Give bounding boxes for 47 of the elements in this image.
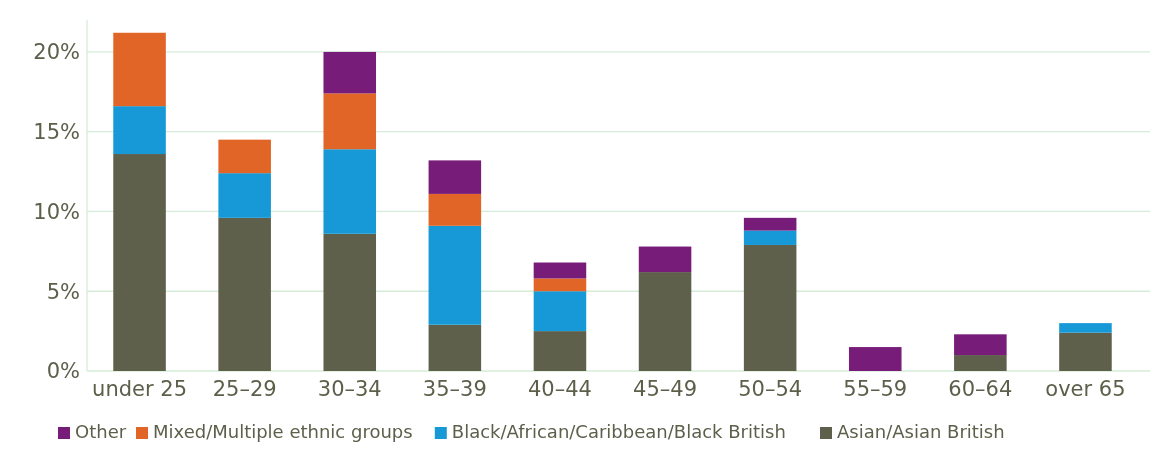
- bar: [428, 160, 482, 194]
- bar: [323, 93, 377, 150]
- x-tick-label: 55–59: [843, 377, 908, 401]
- bar: [743, 217, 797, 231]
- bar: [428, 193, 482, 226]
- bar: [954, 355, 1007, 371]
- y-tick-label: 15%: [33, 120, 80, 145]
- bar: [218, 217, 271, 371]
- bar: [218, 173, 271, 218]
- bar: [428, 225, 482, 325]
- bar: [428, 324, 482, 371]
- x-tick-label: 35–39: [422, 377, 487, 401]
- y-tick-label: 20%: [33, 40, 80, 65]
- bar: [638, 246, 692, 273]
- bar: [954, 334, 1007, 356]
- bar: [743, 244, 797, 371]
- legend-label: Mixed/Multiple ethnic groups: [153, 421, 413, 442]
- x-tick-label: over 65: [1045, 377, 1126, 401]
- legend-label: Asian/Asian British: [837, 421, 1005, 442]
- bar: [533, 331, 587, 371]
- bar: [743, 230, 797, 245]
- bar: [1059, 323, 1112, 333]
- x-tick-label: 40–44: [527, 377, 592, 401]
- y-tick-label: 0%: [46, 359, 80, 384]
- bar: [1059, 332, 1112, 371]
- bar: [113, 32, 166, 107]
- bar: [323, 233, 377, 371]
- bar: [113, 106, 166, 155]
- bar: [113, 154, 166, 371]
- bar: [323, 51, 377, 94]
- x-tick-label: 30–34: [317, 377, 382, 401]
- bar: [533, 278, 587, 292]
- y-tick-label: 10%: [33, 199, 80, 224]
- x-tick-label: 50–54: [738, 377, 803, 401]
- legend-label: Other: [75, 421, 127, 442]
- y-tick-label: 5%: [46, 279, 80, 304]
- bar: [533, 291, 587, 332]
- x-tick-label: 60–64: [948, 377, 1013, 401]
- x-tick-label: under 25: [92, 377, 187, 401]
- bar: [533, 262, 587, 279]
- legend-label: Black/African/Caribbean/Black British: [451, 421, 786, 442]
- bar: [638, 272, 692, 371]
- x-tick-label: 45–49: [633, 377, 698, 401]
- bar: [218, 139, 271, 174]
- x-tick-label: 25–29: [212, 377, 277, 401]
- bar: [323, 149, 377, 234]
- bar: [848, 347, 902, 371]
